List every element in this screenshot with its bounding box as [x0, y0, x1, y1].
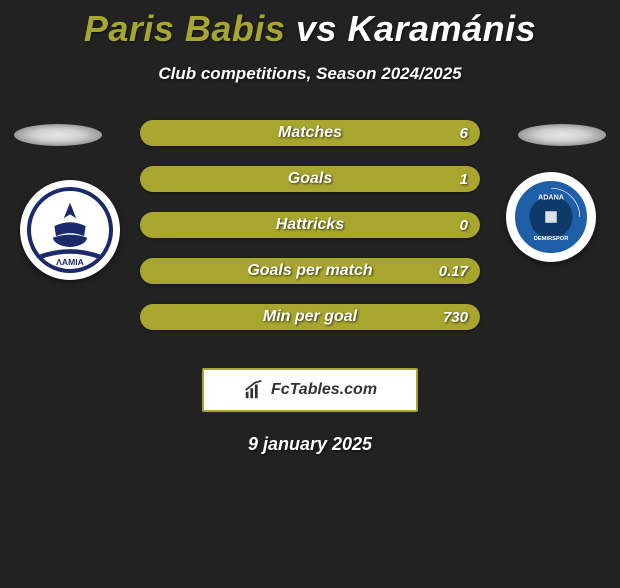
player1-name: Paris Babis	[84, 8, 286, 49]
stat-value-right: 0	[460, 217, 468, 234]
comparison-panel: ΛAMIA ADANA DEMIRSPOR Matches 6 Goals 1 Hatt…	[0, 120, 620, 360]
stat-row: Min per goal 730	[140, 304, 480, 330]
svg-text:DEMIRSPOR: DEMIRSPOR	[534, 236, 570, 242]
stat-row: Matches 6	[140, 120, 480, 146]
brand-plate: FcTables.com	[202, 368, 418, 412]
club-circle-icon: ADANA DEMIRSPOR	[515, 181, 587, 253]
stat-row: Goals 1	[140, 166, 480, 192]
player2-name: Karamánis	[348, 8, 537, 49]
bar-chart-icon	[243, 379, 265, 401]
player1-shadow	[14, 124, 102, 146]
stat-value-right: 730	[443, 309, 468, 326]
stat-value-right: 6	[460, 125, 468, 142]
stat-label: Goals	[288, 170, 332, 188]
svg-text:ΛAMIA: ΛAMIA	[56, 257, 84, 267]
brand-text: FcTables.com	[271, 381, 377, 399]
stat-bars: Matches 6 Goals 1 Hattricks 0 Goals per match 0…	[140, 120, 480, 350]
stat-row: Goals per match 0.17	[140, 258, 480, 284]
lamia-crest: ΛAMIA	[27, 187, 113, 273]
ship-icon: ΛAMIA	[31, 191, 109, 269]
stat-label: Min per goal	[263, 308, 357, 326]
page-title: Paris Babis vs Karamánis	[0, 8, 620, 50]
stat-label: Matches	[278, 124, 342, 142]
stat-row: Hattricks 0	[140, 212, 480, 238]
team-badge-left: ΛAMIA	[20, 180, 120, 280]
player2-shadow	[518, 124, 606, 146]
vs-text: vs	[296, 8, 337, 49]
stat-label: Hattricks	[276, 216, 344, 234]
subtitle: Club competitions, Season 2024/2025	[0, 64, 620, 84]
team-badge-right: ADANA DEMIRSPOR	[506, 172, 596, 262]
date-text: 9 january 2025	[0, 434, 620, 455]
stat-value-right: 1	[460, 171, 468, 188]
adana-crest: ADANA DEMIRSPOR	[512, 178, 590, 256]
stat-label: Goals per match	[247, 262, 372, 280]
stat-value-right: 0.17	[439, 263, 468, 280]
svg-text:ADANA: ADANA	[538, 193, 564, 202]
